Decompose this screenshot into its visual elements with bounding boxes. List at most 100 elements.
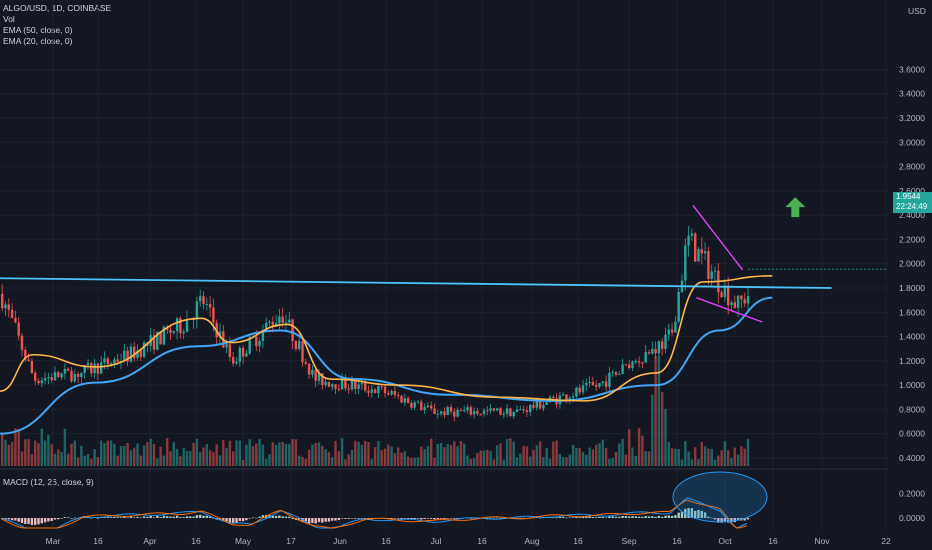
- volume-bar: [126, 443, 129, 466]
- time-axis-tick: 17: [286, 536, 296, 546]
- candle-body: [545, 402, 548, 405]
- macd-hist-bar: [736, 518, 740, 521]
- candle-body: [357, 384, 360, 389]
- candle-body: [502, 413, 505, 415]
- macd-hist-bar: [205, 515, 208, 518]
- volume-bar: [10, 441, 14, 466]
- volume-bar: [489, 451, 492, 466]
- volume-bar: [512, 441, 515, 466]
- volume-bar: [189, 450, 192, 466]
- volume-bar: [192, 442, 195, 466]
- time-axis-tick: Jul: [431, 536, 442, 546]
- volume-bar: [218, 455, 222, 466]
- macd-hist-bar: [232, 518, 235, 524]
- macd-hist-bar: [225, 518, 228, 522]
- macd-hist-bar: [664, 515, 667, 518]
- macd-hist-bar: [67, 517, 70, 518]
- volume-bar: [334, 440, 337, 466]
- macd-hist-bar: [601, 516, 604, 518]
- volume-bar: [713, 459, 717, 466]
- candle-body: [529, 404, 532, 412]
- volume-bar: [123, 445, 126, 466]
- macd-hist-bar: [690, 508, 694, 518]
- macd-hist-bar: [152, 517, 156, 518]
- candle-body: [568, 397, 571, 401]
- macd-hist-bar: [717, 518, 720, 523]
- macd-hist-bar: [208, 516, 212, 518]
- candle-body: [4, 304, 7, 309]
- volume-bar: [370, 459, 373, 466]
- macd-hist-bar: [453, 518, 456, 519]
- candle-body: [532, 404, 535, 408]
- volume-bar: [208, 450, 212, 466]
- volume-bar: [307, 449, 311, 466]
- candle-body: [730, 302, 733, 305]
- candle-body: [562, 394, 565, 396]
- signal-line: [0, 499, 747, 529]
- volume-bar: [472, 458, 476, 466]
- candle-body: [50, 377, 53, 381]
- macd-hist-bar: [469, 518, 472, 519]
- volume-bar: [545, 448, 548, 466]
- macd-hist-bar: [700, 510, 703, 518]
- macd-hist-bar: [578, 517, 581, 518]
- volume-bar: [294, 439, 298, 466]
- volume-bar: [337, 451, 340, 466]
- volume-bar: [621, 438, 624, 466]
- macd-hist-bar: [60, 518, 63, 519]
- volume-bar: [344, 459, 347, 466]
- time-axis-tick: Jun: [333, 536, 347, 546]
- candle-body: [423, 407, 426, 410]
- volume-bar: [96, 457, 100, 466]
- candle-body: [301, 341, 304, 363]
- volume-bar: [562, 457, 565, 466]
- candle-body: [205, 304, 208, 306]
- macd-hist-bar: [426, 518, 430, 519]
- candle-body: [73, 373, 76, 382]
- macd-hist-bar: [212, 517, 215, 519]
- volume-bar: [397, 447, 400, 466]
- volume-bar: [710, 448, 713, 466]
- volume-bar: [20, 451, 24, 466]
- macd-hist-bar: [281, 516, 284, 518]
- macd-hist-bar: [397, 518, 400, 519]
- volume-bar: [202, 447, 205, 466]
- macd-hist-bar: [360, 518, 364, 519]
- price-axis-tick: 2.4000: [899, 210, 925, 220]
- macd-hist-bar: [185, 516, 189, 518]
- macd-hist-bar: [595, 517, 598, 518]
- candle-body: [697, 249, 700, 262]
- volume-bar: [70, 443, 73, 466]
- volume-bar: [588, 447, 591, 466]
- volume-bar: [647, 451, 651, 466]
- macd-hist-bar: [241, 518, 245, 522]
- volume-bar: [466, 455, 469, 466]
- legend-ema20: EMA (20, close, 0): [3, 36, 73, 46]
- macd-hist-bar: [519, 517, 522, 519]
- volume-bar: [255, 443, 258, 466]
- candle-body: [525, 410, 529, 412]
- macd-hist-bar: [499, 518, 502, 519]
- volume-bar: [670, 448, 674, 466]
- candle-body: [611, 371, 614, 373]
- volume-bar: [86, 454, 90, 466]
- macd-hist-bar: [142, 516, 146, 518]
- volume-bar: [707, 448, 710, 466]
- candle-body: [684, 245, 687, 281]
- volume-bar: [90, 458, 93, 466]
- candle-body: [499, 408, 502, 415]
- volume-bar: [604, 447, 608, 466]
- volume-bar: [410, 457, 413, 466]
- volume-bars: [1, 356, 750, 466]
- volume-bar: [581, 452, 585, 466]
- volume-bar: [674, 448, 677, 466]
- candle-body: [383, 386, 387, 394]
- macd-hist-bar: [568, 517, 571, 519]
- candle-body: [512, 412, 515, 417]
- macd-hist-bar: [17, 518, 20, 522]
- candle-body: [100, 362, 103, 374]
- candle-body: [413, 402, 416, 408]
- volume-bar: [654, 356, 657, 466]
- volume-bar: [373, 447, 377, 466]
